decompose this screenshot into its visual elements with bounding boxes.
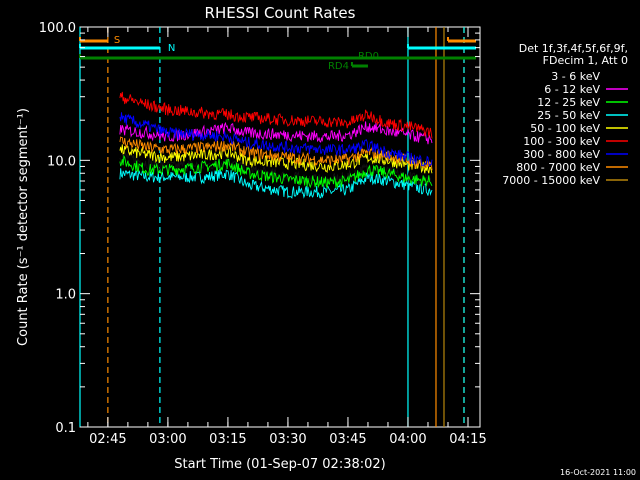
x-tick-label: 03:30 xyxy=(269,432,306,447)
y-tick-label: 1.0 xyxy=(55,288,76,303)
legend-label: 3 - 6 keV xyxy=(551,70,600,83)
legend-label: 50 - 100 keV xyxy=(530,122,600,135)
legend-header-detectors: Det 1f,3f,4f,5f,6f,9f, xyxy=(519,42,628,55)
state-bar-label: RD4 xyxy=(328,61,349,72)
series-line xyxy=(119,154,433,189)
series-line xyxy=(119,91,433,139)
legend-header-decim: FDecim 1, Att 0 xyxy=(543,54,628,67)
legend: Det 1f,3f,4f,5f,6f,9f, FDecim 1, Att 0 3… xyxy=(502,42,628,187)
x-tick-label: 03:45 xyxy=(329,432,366,447)
state-bar-label: N xyxy=(168,43,175,54)
legend-label: 800 - 7000 keV xyxy=(516,161,600,174)
legend-label: 100 - 300 keV xyxy=(523,135,600,148)
state-bars: S N RD4 RD0 xyxy=(79,35,476,72)
x-tick-label: 03:15 xyxy=(209,432,246,447)
x-tick-label: 04:00 xyxy=(389,432,426,447)
y-axis-label: Count Rate (s⁻¹ detector segment⁻¹) xyxy=(16,108,31,346)
series-line xyxy=(119,112,433,168)
footer-timestamp: 16-Oct-2021 11:00 xyxy=(560,468,636,477)
vertical-markers xyxy=(79,27,465,427)
x-tick-label: 03:00 xyxy=(149,432,186,447)
state-bar-label: S xyxy=(114,35,120,46)
legend-label: 6 - 12 keV xyxy=(544,83,600,96)
series-line xyxy=(119,136,433,171)
x-tick-label: 02:45 xyxy=(89,432,126,447)
y-axis-ticks: 0.1 1.0 10.0 100.0 xyxy=(39,21,480,436)
state-bar-label: RD0 xyxy=(358,51,379,62)
y-tick-label: 0.1 xyxy=(55,421,76,436)
series-line xyxy=(119,151,433,188)
plot-frame xyxy=(79,26,481,428)
y-tick-label: 100.0 xyxy=(39,21,76,36)
series-line xyxy=(119,121,433,145)
x-axis-label: Start Time (01-Sep-07 02:38:02) xyxy=(174,457,385,472)
legend-label: 12 - 25 keV xyxy=(537,96,600,109)
series-line xyxy=(119,168,433,199)
x-tick-label: 04:15 xyxy=(449,432,486,447)
series-layer xyxy=(119,91,433,199)
series-line xyxy=(119,144,433,174)
legend-label: 7000 - 15000 keV xyxy=(502,174,600,187)
legend-label: 25 - 50 keV xyxy=(537,109,600,122)
y-tick-label: 10.0 xyxy=(47,154,76,169)
chart-title: RHESSI Count Rates xyxy=(205,4,356,22)
legend-label: 300 - 800 keV xyxy=(523,148,600,161)
x-axis-ticks: 02:45 03:00 03:15 03:30 03:45 04:00 04:15 xyxy=(87,27,487,447)
